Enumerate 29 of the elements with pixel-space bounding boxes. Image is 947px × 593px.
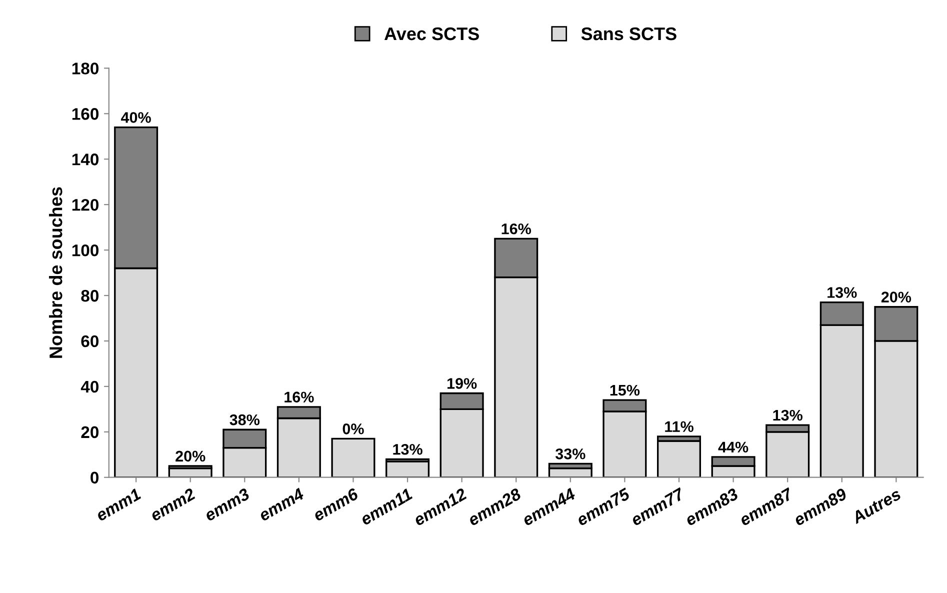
annotation: 13% xyxy=(828,287,857,298)
annotation: 11% xyxy=(665,421,694,432)
y-tick-label: 100 xyxy=(72,244,98,256)
annotation: 16% xyxy=(502,223,531,234)
y-tick-label: 60 xyxy=(81,335,98,348)
annotation: 40% xyxy=(120,112,151,123)
y-axis-title: Nombre de souches xyxy=(48,187,62,358)
annotation: 19% xyxy=(447,378,477,389)
legend-label: Avec SCTS xyxy=(384,27,479,40)
legend-label: Sans SCTS xyxy=(581,27,676,40)
annotation: 20% xyxy=(176,450,206,462)
y-tick-label: 140 xyxy=(72,154,98,166)
bar xyxy=(331,438,376,478)
annotation: 0% xyxy=(342,423,364,434)
y-tick-label: 120 xyxy=(72,198,98,211)
y-tick-label: 160 xyxy=(72,108,98,120)
annotation: 16% xyxy=(284,392,314,402)
annotation: 44% xyxy=(718,442,748,452)
y-tick-label: 0 xyxy=(90,472,98,484)
annotation: 38% xyxy=(230,414,260,426)
annotation: 20% xyxy=(881,292,912,302)
y-tick-label: 40 xyxy=(80,380,98,393)
y-tick-label: 20 xyxy=(81,426,98,438)
annotation: 33% xyxy=(555,448,586,460)
y-tick-label: 80 xyxy=(81,290,98,302)
annotation: 13% xyxy=(773,410,802,421)
annotation: 13% xyxy=(393,444,422,455)
annotation: 15% xyxy=(610,384,640,396)
y-tick-label: 180 xyxy=(72,62,98,74)
